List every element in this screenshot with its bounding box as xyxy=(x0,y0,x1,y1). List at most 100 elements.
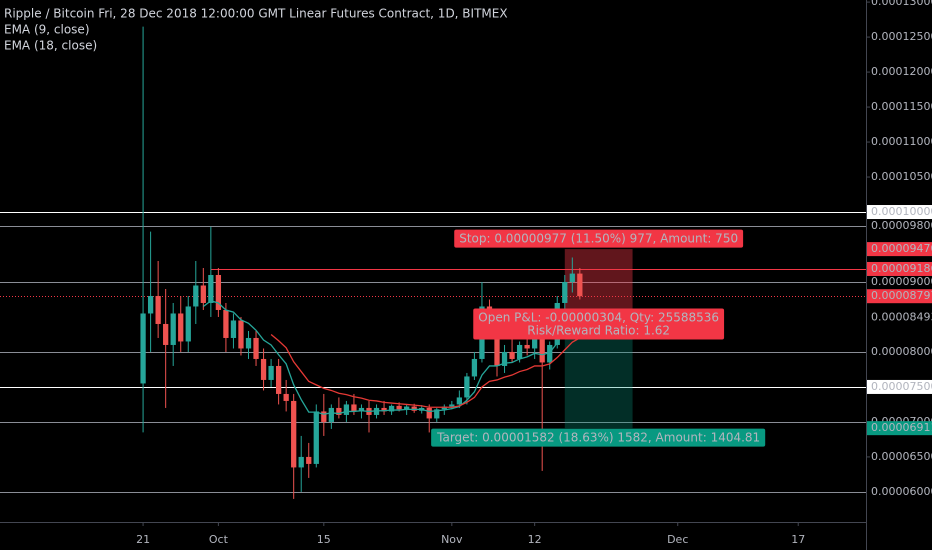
position-label-box xyxy=(431,428,766,447)
candle-body xyxy=(411,406,417,411)
position-label-text: Open P&L: -0.00000304, Qty: 25588536 xyxy=(478,310,719,324)
candle-body xyxy=(193,285,199,307)
price-label: 0.00006911 xyxy=(871,421,932,434)
price-label: 0.00008000 xyxy=(871,345,932,358)
candle-body xyxy=(456,397,462,405)
candle-body xyxy=(388,405,395,412)
y-tick-label: 0.00010500 xyxy=(871,170,932,183)
price-label-box xyxy=(867,379,932,394)
price-label: 0.00007500 xyxy=(871,380,932,393)
candle-body xyxy=(441,406,447,410)
y-tick-label: 0.00011500 xyxy=(871,100,932,113)
x-tick-label: Oct xyxy=(209,533,229,546)
candle-body xyxy=(547,344,553,363)
candle-body xyxy=(163,323,169,345)
candle-body xyxy=(509,351,515,359)
candle-body xyxy=(230,320,237,338)
candle-body xyxy=(434,409,440,419)
y-tick-label: 0.00011000 xyxy=(871,135,932,148)
candle-body xyxy=(253,337,259,359)
candle-body xyxy=(464,376,470,398)
candle-body xyxy=(275,365,282,394)
price-label: 0.00009186 xyxy=(871,262,932,275)
y-tick-label: 0.00006500 xyxy=(871,450,932,463)
candle-body xyxy=(358,407,365,412)
position-label-text: Risk/Reward Ratio: 1.62 xyxy=(527,323,670,337)
candle-body xyxy=(140,313,146,384)
y-tick-label: 0.00012500 xyxy=(871,30,932,43)
candle-body xyxy=(494,330,500,366)
candle-body xyxy=(268,365,274,380)
candle-body xyxy=(396,405,402,410)
x-tick-label: 12 xyxy=(528,533,542,546)
candle-body xyxy=(577,273,583,297)
stop-zone xyxy=(564,249,633,318)
candle-body xyxy=(336,407,342,415)
price-label: 0.00008797 xyxy=(871,289,932,302)
candle-body xyxy=(223,309,229,338)
price-label-box xyxy=(867,289,932,304)
x-tick-label: Dec xyxy=(667,533,688,546)
y-tick-label: 0.00012000 xyxy=(871,65,932,78)
candle-body xyxy=(449,404,455,407)
x-tick-label: Nov xyxy=(441,533,463,546)
candle-body xyxy=(178,313,184,342)
position-label-box xyxy=(473,308,725,340)
legend-entry: EMA (9, close) xyxy=(4,23,90,37)
price-label: 0.00010000 xyxy=(871,205,932,218)
price-label: 0.00008493 xyxy=(871,310,932,323)
candle-body xyxy=(208,274,214,303)
price-label-box xyxy=(867,261,932,276)
position-label-text: Stop: 0.00000977 (11.50%) 977, Amount: 7… xyxy=(459,232,738,246)
candle-body xyxy=(283,393,289,401)
candle-body xyxy=(328,407,334,422)
candle-body xyxy=(381,407,387,412)
position-label: Stop: 0.00000977 (11.50%) 977, Amount: 7… xyxy=(454,229,744,248)
position-label-box xyxy=(454,229,744,248)
candle-body xyxy=(291,400,297,468)
ema-line xyxy=(202,300,581,415)
candle-body xyxy=(471,358,478,377)
candle-body xyxy=(313,411,319,464)
price-label-box xyxy=(867,242,932,257)
candle-body xyxy=(260,358,267,380)
candle-body xyxy=(516,344,523,359)
candle-body xyxy=(532,337,538,349)
y-tick-label: 0.00013000 xyxy=(871,0,932,8)
x-tick-label: 17 xyxy=(791,533,805,546)
candle-body xyxy=(501,351,508,366)
ema-line xyxy=(270,333,581,408)
price-label-box xyxy=(867,421,932,436)
x-tick-label: 21 xyxy=(136,533,150,546)
position-label: Open P&L: -0.00000304, Qty: 25588536Risk… xyxy=(473,308,725,340)
candle-body xyxy=(404,406,410,410)
candle-body xyxy=(524,344,530,349)
candle-body xyxy=(306,456,312,464)
candle-body xyxy=(562,281,568,303)
candle-body xyxy=(321,411,327,422)
candle-body xyxy=(155,295,161,324)
candle-body xyxy=(170,313,176,345)
candle-body xyxy=(373,407,380,415)
price-label-box xyxy=(867,205,932,220)
position-label: Target: 0.00001582 (18.63%) 1582, Amount… xyxy=(431,428,766,447)
candle-body xyxy=(426,407,432,419)
price-label: 0.00009800 xyxy=(871,219,932,232)
candle-body xyxy=(200,285,206,303)
candle-body xyxy=(343,404,350,415)
position-label-text: Target: 0.00001582 (18.63%) 1582, Amount… xyxy=(436,431,760,445)
price-label: 0.00006000 xyxy=(871,485,932,498)
chart-title: Ripple / Bitcoin Fri, 28 Dec 2018 12:00:… xyxy=(4,7,508,21)
candle-body xyxy=(147,295,154,314)
price-label: 0.00009000 xyxy=(871,275,932,288)
candle-body xyxy=(539,337,545,363)
x-tick-label: 15 xyxy=(317,533,331,546)
candle-body xyxy=(245,337,252,349)
legend-entry: EMA (18, close) xyxy=(4,39,97,53)
price-label: 0.00009470 xyxy=(871,242,932,255)
candle-body xyxy=(238,320,244,349)
candle-body xyxy=(298,456,304,468)
candle-body xyxy=(215,274,222,310)
